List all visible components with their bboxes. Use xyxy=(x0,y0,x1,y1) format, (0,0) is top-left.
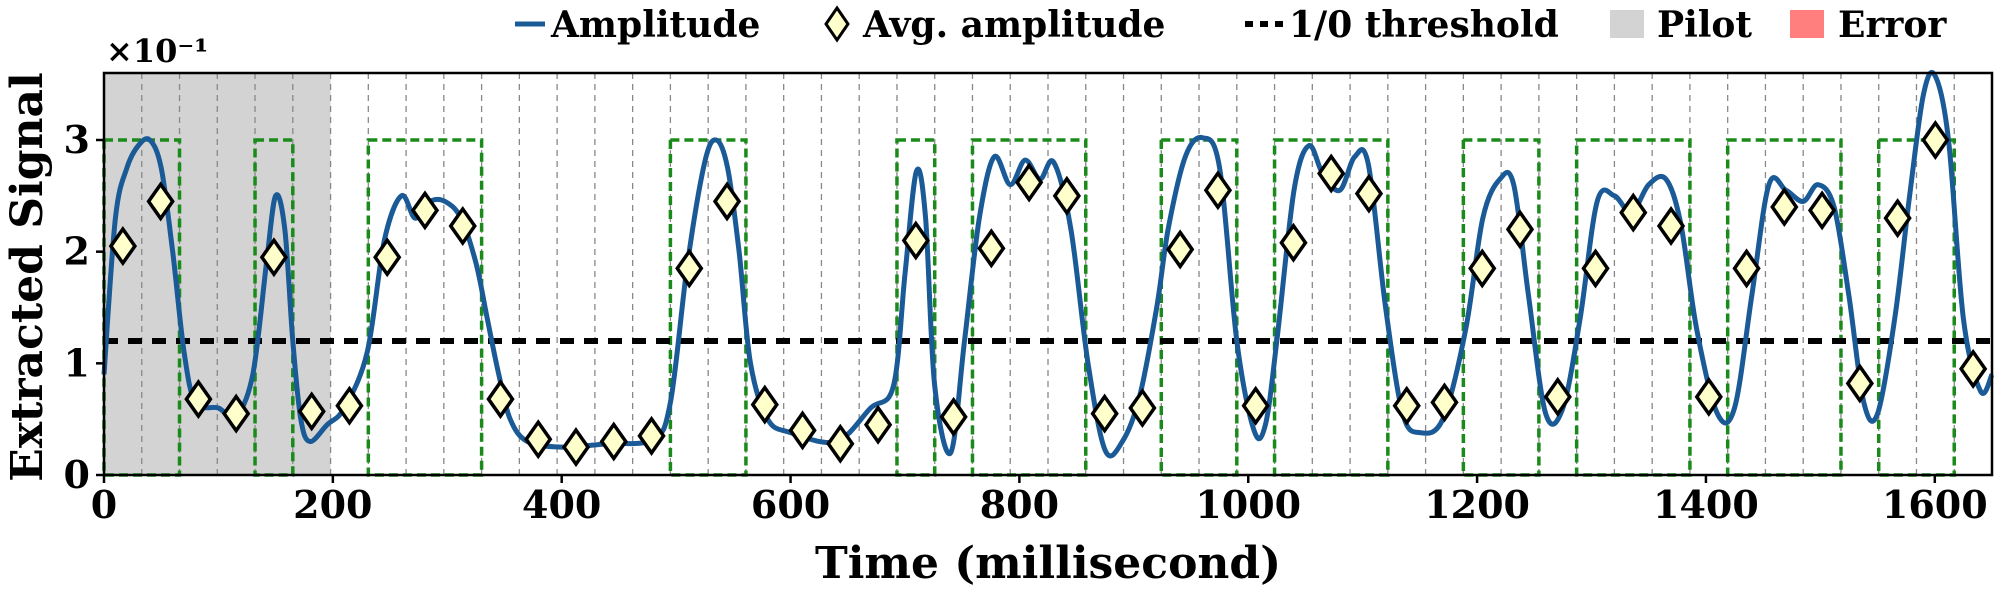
x-tick-label: 400 xyxy=(522,482,601,527)
avg-amplitude-marker xyxy=(524,419,553,460)
x-tick-label: 1000 xyxy=(1195,482,1301,527)
y-tick-label: 1 xyxy=(64,340,90,385)
avg-amplitude-marker xyxy=(1090,393,1119,434)
avg-amplitude-marker xyxy=(1354,173,1384,214)
x-tick-label: 1200 xyxy=(1424,482,1530,527)
x-axis-label: Time (millisecond) xyxy=(815,538,1281,589)
plot-frame xyxy=(102,71,1994,477)
avg-amplitude-marker xyxy=(826,423,855,464)
legend-error-swatch xyxy=(1790,10,1824,38)
legend-pilot-label: Pilot xyxy=(1657,4,1752,46)
avg-amplitude-marker xyxy=(108,226,138,267)
vertical-grid-lines xyxy=(141,73,1955,475)
x-tick-label: 200 xyxy=(293,482,372,527)
avg-amplitude-marker xyxy=(1430,382,1459,423)
y-multiplier-label: ×10⁻¹ xyxy=(106,32,208,70)
avg-amplitude-marker xyxy=(259,237,289,278)
avg-amplitude-marker xyxy=(1052,175,1082,216)
avg-amplitude-marker xyxy=(1958,348,1988,389)
avg-amplitude-marker xyxy=(1203,170,1233,211)
avg-amplitude-marker xyxy=(410,190,440,231)
x-tick-label: 800 xyxy=(980,482,1059,527)
avg-amplitude-marker xyxy=(1543,376,1572,417)
avg-amplitude-marker xyxy=(1468,248,1497,289)
axes: 0 200 400 600 800 1000 1200 1400 1600 0 1 2 3 xyxy=(64,71,1994,527)
avg-amplitude-marker xyxy=(1807,190,1837,231)
avg-amplitude-marker xyxy=(1694,376,1723,417)
avg-amplitude-marker xyxy=(561,427,591,468)
avg-amplitude-marker xyxy=(184,379,213,420)
avg-amplitude-marker xyxy=(335,385,364,426)
x-tick-label: 600 xyxy=(751,482,830,527)
avg-amplitude-marker xyxy=(901,220,930,261)
avg-amplitude-marker xyxy=(1279,222,1308,263)
avg-amplitude-marker xyxy=(1732,248,1761,289)
avg-amplitude-marker xyxy=(373,237,402,278)
avg-amplitude-marker xyxy=(448,205,477,247)
avg-amplitude-markers xyxy=(108,119,1988,468)
legend-pilot-swatch xyxy=(1610,10,1644,38)
y-tick-label: 0 xyxy=(64,452,90,497)
legend-avg-amplitude-marker xyxy=(824,5,850,43)
avg-amplitude-marker xyxy=(1166,229,1195,270)
avg-amplitude-marker xyxy=(297,391,326,432)
x-tick-label: 1600 xyxy=(1882,482,1988,527)
legend-avg-amplitude-label: Avg. amplitude xyxy=(862,4,1165,46)
avg-amplitude-marker xyxy=(1241,385,1270,426)
avg-amplitude-marker xyxy=(863,404,893,445)
avg-amplitude-marker xyxy=(1505,209,1535,250)
avg-amplitude-marker xyxy=(1921,119,1950,161)
avg-amplitude-marker xyxy=(1656,205,1686,247)
avg-amplitude-marker xyxy=(712,181,742,222)
avg-amplitude-marker xyxy=(599,421,628,462)
one-bit-box xyxy=(366,138,484,477)
x-tick-label: 0 xyxy=(91,482,117,527)
avg-amplitude-marker xyxy=(222,393,251,434)
avg-amplitude-marker xyxy=(1014,162,1044,203)
legend-error-label: Error xyxy=(1838,4,1947,46)
avg-amplitude-marker xyxy=(750,384,779,425)
avg-amplitude-marker xyxy=(146,181,175,222)
x-tick-label: 1400 xyxy=(1653,482,1759,527)
legend-threshold-label: 1/0 threshold xyxy=(1289,4,1559,46)
one-bit-box xyxy=(253,138,295,477)
y-tick-label: 2 xyxy=(64,229,90,274)
avg-amplitude-marker xyxy=(1619,192,1648,233)
avg-amplitude-marker xyxy=(637,415,666,456)
y-axis-label: Extracted Signal xyxy=(2,72,53,481)
avg-amplitude-marker xyxy=(1581,248,1610,289)
legend: Amplitude Avg. amplitude 1/0 threshold P… xyxy=(515,4,1947,46)
avg-amplitude-marker xyxy=(939,396,968,437)
avg-amplitude-marker xyxy=(788,410,817,451)
avg-amplitude-marker xyxy=(675,248,704,289)
legend-amplitude-label: Amplitude xyxy=(550,4,760,46)
amplitude-series-layer xyxy=(101,69,1995,459)
avg-amplitude-marker xyxy=(1883,198,1912,239)
avg-amplitude-marker xyxy=(977,228,1006,269)
avg-amplitude-marker xyxy=(1770,186,1799,228)
avg-amplitude-marker xyxy=(486,379,515,420)
one-bit-box xyxy=(895,138,937,477)
y-tick-label: 3 xyxy=(64,117,90,162)
avg-amplitude-marker xyxy=(1845,363,1874,404)
amplitude-line xyxy=(101,69,1995,459)
avg-amplitude-marker xyxy=(1128,387,1157,429)
avg-amplitude-marker xyxy=(1317,153,1346,194)
avg-amplitude-marker xyxy=(1392,385,1421,426)
